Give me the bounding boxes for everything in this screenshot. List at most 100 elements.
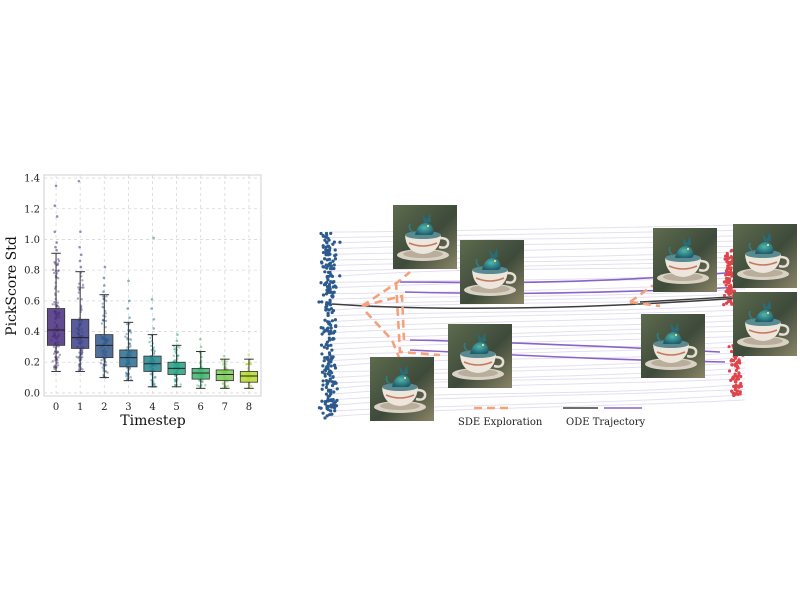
boxes bbox=[46, 252, 259, 389]
noise-point bbox=[325, 274, 329, 279]
sample-point bbox=[58, 353, 62, 357]
sample-point bbox=[80, 350, 83, 353]
noise-point bbox=[326, 397, 330, 401]
noise-point bbox=[333, 329, 337, 333]
noise-point bbox=[324, 263, 328, 267]
noise-point bbox=[333, 318, 337, 322]
noise-point bbox=[331, 280, 335, 285]
outlier-point bbox=[55, 215, 59, 218]
noise-point bbox=[322, 283, 327, 287]
sample-point bbox=[104, 361, 107, 364]
sample-point bbox=[53, 260, 56, 264]
noise-point bbox=[321, 364, 325, 368]
sample-point bbox=[149, 372, 152, 376]
noise-point bbox=[338, 240, 342, 244]
noise-point bbox=[335, 398, 339, 402]
sample-point bbox=[225, 363, 228, 366]
noise-point bbox=[323, 399, 327, 404]
sample-point bbox=[53, 367, 56, 371]
noise-point bbox=[327, 289, 331, 293]
sample-point bbox=[198, 379, 201, 382]
sde-path-5 bbox=[629, 282, 667, 304]
sample-point bbox=[174, 374, 177, 377]
sample-point bbox=[128, 329, 131, 333]
sample-point bbox=[249, 362, 253, 365]
noise-point bbox=[330, 337, 335, 341]
target-point bbox=[727, 369, 732, 373]
noise-point bbox=[324, 248, 328, 252]
noise-point bbox=[334, 324, 338, 328]
noise-point bbox=[329, 326, 333, 330]
sample-point bbox=[80, 353, 83, 356]
y-axis-label: PickScore Std bbox=[4, 236, 20, 336]
outlier-point bbox=[150, 298, 154, 301]
noise-point bbox=[321, 244, 325, 248]
y-tick-label: 0.8 bbox=[24, 266, 40, 277]
noise-point bbox=[325, 266, 329, 270]
sample-point bbox=[174, 380, 177, 383]
sample-point bbox=[52, 345, 56, 348]
target-point bbox=[722, 280, 727, 284]
sample-point bbox=[174, 350, 177, 353]
sample-point bbox=[56, 350, 59, 353]
sample-point bbox=[128, 328, 132, 332]
target-point bbox=[729, 291, 733, 295]
noise-point bbox=[319, 231, 323, 236]
sample-point bbox=[80, 308, 83, 312]
sample-point bbox=[173, 359, 177, 362]
noise-point bbox=[321, 326, 325, 330]
sample-point bbox=[53, 364, 56, 367]
sample-point bbox=[174, 374, 177, 377]
noise-point bbox=[328, 266, 333, 271]
target-point bbox=[730, 302, 734, 306]
sample-point bbox=[177, 354, 180, 357]
noise-point bbox=[331, 405, 335, 409]
noise-point bbox=[325, 304, 329, 308]
noise-point bbox=[331, 375, 335, 379]
noise-point bbox=[326, 408, 330, 412]
sde-path-6 bbox=[629, 300, 661, 308]
sample-point bbox=[246, 363, 249, 366]
noise-point bbox=[330, 295, 335, 299]
legend-sde-label: SDE Exploration bbox=[458, 417, 543, 428]
noise-point bbox=[319, 406, 323, 410]
sample-point bbox=[249, 362, 252, 366]
outlier-point bbox=[152, 236, 155, 240]
noise-point bbox=[322, 257, 327, 261]
noise-point bbox=[319, 343, 324, 347]
sample-point bbox=[221, 382, 224, 385]
target-point bbox=[734, 368, 738, 373]
noise-point bbox=[327, 351, 332, 355]
sample-point bbox=[173, 383, 177, 387]
sample-point bbox=[125, 375, 128, 378]
target-point bbox=[730, 259, 734, 263]
sample-point bbox=[80, 351, 84, 354]
noise-point bbox=[334, 253, 338, 257]
target-point bbox=[725, 260, 730, 264]
sample-point bbox=[56, 359, 59, 362]
trajectory-line bbox=[329, 288, 746, 300]
sample-point bbox=[104, 326, 107, 329]
noise-point bbox=[321, 379, 325, 383]
noise-point bbox=[330, 319, 334, 323]
sample-point bbox=[249, 384, 252, 387]
x-tick-labels: 0 1 2 3 4 5 6 7 8 bbox=[53, 402, 252, 413]
noise-samples bbox=[317, 231, 342, 420]
sample-point bbox=[101, 318, 105, 322]
outlier-point bbox=[126, 307, 130, 310]
sample-point bbox=[152, 346, 155, 349]
noise-point bbox=[330, 383, 335, 388]
sample-point bbox=[81, 283, 85, 287]
boxplot-chart: 0.0 0.2 0.4 0.6 0.8 1.0 1.2 1.4 0 1 2 3 4 5 6 7 8 Times… bbox=[4, 174, 262, 429]
noise-point bbox=[325, 346, 329, 350]
sample-point bbox=[124, 335, 127, 338]
sample-point bbox=[106, 371, 109, 374]
sample-point bbox=[100, 322, 104, 325]
noise-point bbox=[326, 344, 330, 348]
sample-point bbox=[56, 361, 59, 365]
target-point bbox=[737, 373, 741, 377]
teacup-dragon-thumb-1 bbox=[393, 205, 457, 269]
sde-path-3 bbox=[365, 311, 402, 361]
sample-point bbox=[129, 375, 132, 379]
